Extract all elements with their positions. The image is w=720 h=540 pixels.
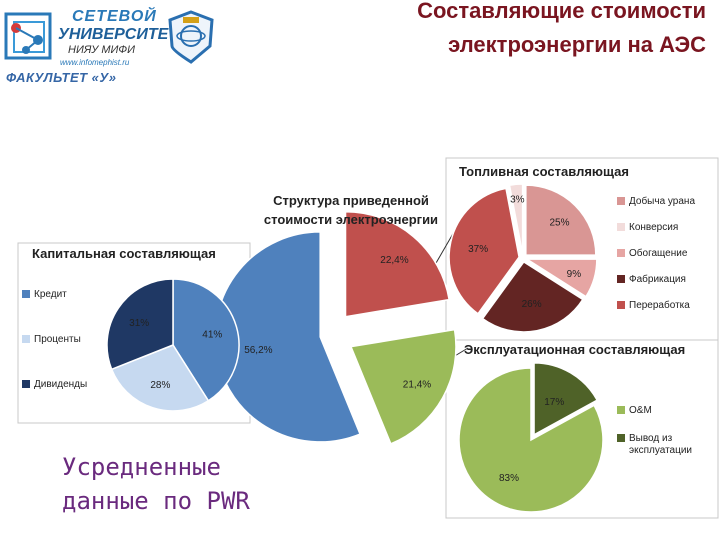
pwr-note-line2: данные по PWR	[62, 487, 250, 515]
pie-slice	[458, 367, 604, 513]
title-line1: Составляющие стоимости	[417, 0, 706, 23]
pie-slice	[106, 278, 174, 371]
logo-url: www.infomephist.ru	[60, 58, 130, 67]
slice-label: 3%	[510, 194, 525, 205]
pie-slice	[525, 184, 597, 256]
logo-line1: СЕТЕВОЙ	[72, 8, 157, 25]
slice-label: 25%	[549, 218, 569, 229]
legend-label: Дивиденды	[34, 379, 87, 390]
legend-swatch	[617, 197, 625, 205]
pie-slice	[508, 183, 524, 255]
legend-swatch	[617, 301, 625, 309]
legend-label: Конверсия	[629, 222, 678, 233]
legend-label: Обогащение	[629, 247, 688, 259]
slice-label: 28%	[150, 380, 170, 391]
capital-pie-chart: 41% 28% 31%	[106, 278, 240, 412]
legend-label: Фабрикация	[629, 273, 686, 285]
legend-swatch	[617, 275, 625, 283]
legend-swatch	[617, 223, 625, 231]
legend-label: Кредит	[34, 289, 67, 300]
slide-title: Составляющие стоимости электроэнергии на…	[306, 0, 706, 62]
main-chart-title-line2: стоимости электроэнергии	[264, 212, 438, 227]
legend-label: O&M	[629, 405, 652, 416]
legend-swatch	[22, 335, 30, 343]
legend-swatch	[617, 406, 625, 414]
legend-swatch	[617, 434, 625, 442]
slice-label: 9%	[567, 269, 582, 280]
university-logo	[4, 12, 52, 60]
legend-label: Переработка	[629, 299, 690, 311]
legend-label: Проценты	[34, 334, 81, 345]
pwr-note: Усредненные данные по PWR	[62, 450, 250, 518]
fuel-chart-title: Топливная составляющая	[459, 164, 629, 179]
pwr-note-line1: Усредненные	[62, 453, 221, 481]
slice-label: 83%	[499, 473, 519, 484]
slice-label: 26%	[522, 299, 542, 310]
operation-chart-title: Эксплуатационная составляющая	[464, 342, 685, 357]
pie-slice	[110, 344, 210, 412]
logo-line3: НИЯУ МИФИ	[68, 44, 136, 56]
legend-swatch	[22, 380, 30, 388]
legend-swatch	[617, 249, 625, 257]
slice-label: 17%	[544, 397, 564, 408]
pie-slice	[349, 328, 457, 445]
mephi-emblem	[168, 10, 214, 64]
capital-chart-title: Капитальная составляющая	[32, 246, 216, 261]
pie-slice	[481, 260, 584, 333]
slice-label: 41%	[202, 330, 222, 341]
pie-slice	[524, 258, 598, 298]
faculty-label: ФАКУЛЬТЕТ «У»	[6, 70, 117, 85]
pie-slice	[344, 210, 450, 318]
legend-swatch	[22, 290, 30, 298]
slice-label: 21,4%	[403, 380, 431, 391]
legend-label: Вывод из эксплуатации	[629, 433, 692, 456]
pie-slice	[533, 362, 599, 437]
pie-slice	[448, 187, 520, 315]
operation-pie-chart: 17% 83%	[458, 362, 604, 513]
slice-label: 56,2%	[244, 345, 272, 356]
main-pie-chart: 22,4% 21,4% 56,2%	[214, 210, 457, 445]
fuel-pie-chart: 25% 9% 26% 37% 3%	[448, 183, 598, 333]
legend-label: Добыча урана	[629, 195, 695, 207]
title-line2: электроэнергии на АЭС	[448, 32, 706, 57]
slice-label: 22,4%	[380, 255, 408, 266]
slice-label: 37%	[468, 244, 488, 255]
slice-label: 31%	[129, 318, 149, 329]
main-chart-title-line1: Структура приведенной	[273, 193, 429, 208]
logo-line2: УНИВЕРСИТЕТ	[58, 26, 179, 43]
